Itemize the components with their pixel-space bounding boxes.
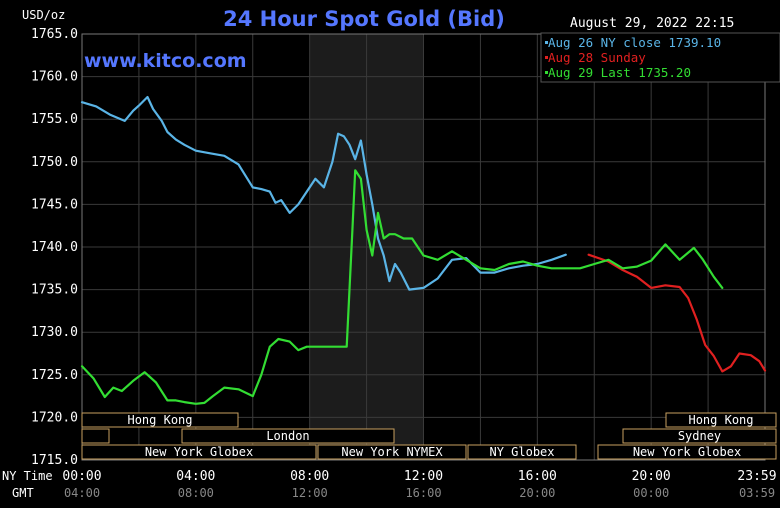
- x-tick-label-gmt: 08:00: [178, 486, 214, 500]
- session-hong-kong-2-label: Hong Kong: [688, 413, 753, 427]
- series-line-aug28-sunday: [587, 253, 767, 373]
- session-sydney-end: [81, 428, 110, 444]
- x-tick-label-ny: 04:00: [176, 469, 215, 484]
- session-new-york-globex-2: [597, 444, 777, 460]
- session-new-york-globex: [81, 444, 317, 460]
- session-sydney: [622, 428, 777, 444]
- y-tick-label: 1740.0: [31, 240, 78, 255]
- series-line-aug29-last: [80, 169, 724, 405]
- x-tick-label-gmt: 20:00: [519, 486, 555, 500]
- legend-swatch-ny-close: [545, 41, 548, 44]
- chart-title: 24 Hour Spot Gold (Bid): [223, 7, 505, 31]
- y-tick-label: 1765.0: [31, 27, 78, 42]
- y-tick-label: 1755.0: [31, 112, 78, 127]
- gmt-label: GMT: [12, 486, 34, 500]
- x-tick-label-ny: 00:00: [62, 469, 101, 484]
- x-tick-label-ny: 23:59: [737, 469, 776, 484]
- unit-label: USD/oz: [22, 8, 65, 22]
- y-tick-label: 1750.0: [31, 155, 78, 170]
- legend-item-sunday: Aug 28 Sunday: [548, 50, 646, 65]
- session-hong-kong-2: [665, 412, 777, 428]
- x-tick-label-ny: 16:00: [518, 469, 557, 484]
- legend-swatch-last: [545, 71, 548, 74]
- session-new-york-nymex: [317, 444, 467, 460]
- legend-item-ny-close: Aug 26 NY close 1739.10: [548, 35, 721, 50]
- y-tick-label: 1735.0: [31, 283, 78, 298]
- x-tick-label-ny: 08:00: [290, 469, 329, 484]
- legend-item-last: Aug 29 Last 1735.20: [548, 65, 691, 80]
- y-tick-label: 1725.0: [31, 368, 78, 383]
- session-new-york-globex-2-label: New York Globex: [633, 445, 741, 459]
- x-tick-label-gmt: 03:59: [739, 486, 775, 500]
- y-tick-label: 1745.0: [31, 197, 78, 212]
- y-tick-label: 1720.0: [31, 410, 78, 425]
- session-london-label: London: [266, 429, 309, 443]
- x-tick-label-gmt: 04:00: [64, 486, 100, 500]
- session-hong-kong: [81, 412, 239, 428]
- legend: Aug 26 NY close 1739.10 Aug 28 Sunday Au…: [540, 32, 780, 83]
- y-tick-label: 1730.0: [31, 325, 78, 340]
- timestamp: August 29, 2022 22:15: [570, 16, 734, 31]
- session-new-york-nymex-label: New York NYMEX: [341, 445, 443, 459]
- x-tick-label-gmt: 00:00: [633, 486, 669, 500]
- legend-swatch-sunday: [545, 56, 548, 59]
- x-tick-label-gmt: 16:00: [405, 486, 441, 500]
- session-london: [181, 428, 395, 444]
- x-tick-label-gmt: 12:00: [292, 486, 328, 500]
- series-line-aug26-ny-close: [80, 95, 567, 291]
- x-tick-label-ny: 12:00: [404, 469, 443, 484]
- x-tick-label-ny: 20:00: [632, 469, 671, 484]
- watermark: www.kitco.com: [84, 50, 247, 72]
- session-hong-kong-label: Hong Kong: [127, 413, 192, 427]
- session-ny-globex-label: NY Globex: [489, 445, 554, 459]
- session-ny-globex: [467, 444, 577, 460]
- plot-frame: [81, 33, 766, 461]
- legend-box: [540, 32, 780, 83]
- session-sydney-label: Sydney: [678, 429, 721, 443]
- y-tick-label: 1760.0: [31, 70, 78, 85]
- y-tick-label: 1715.0: [31, 453, 78, 468]
- ny-time-label: NY Time: [2, 469, 53, 483]
- session-new-york-globex-label: New York Globex: [145, 445, 253, 459]
